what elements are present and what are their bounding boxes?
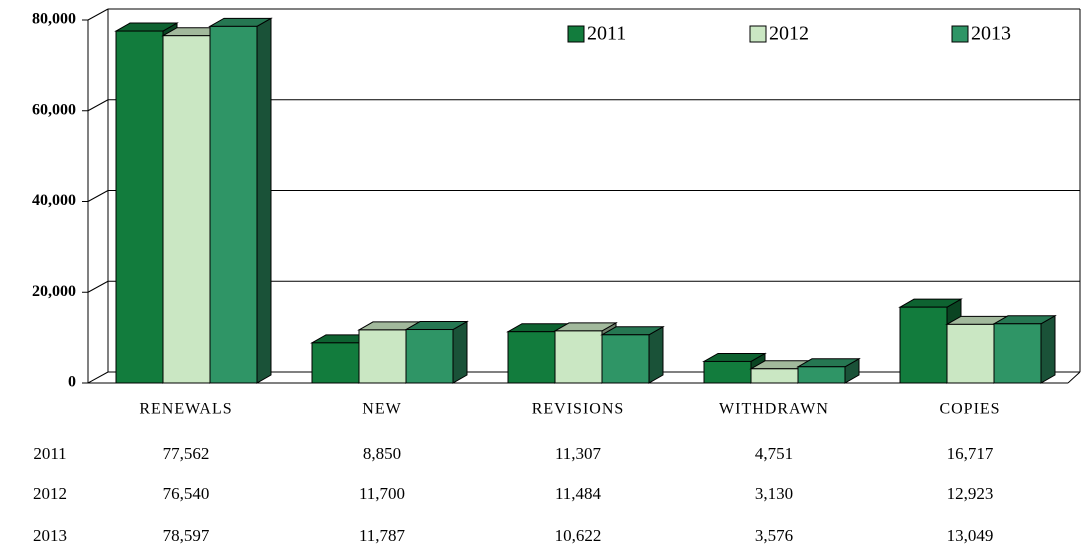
- legend-swatch: [567, 25, 585, 43]
- legend-swatch: [951, 25, 969, 43]
- y-tick-label: 80,000: [32, 11, 76, 28]
- bar: [311, 342, 360, 384]
- table-cell: 11,307: [555, 444, 602, 463]
- bar: [750, 368, 799, 384]
- legend-label: 2012: [769, 23, 809, 45]
- legend-label: 2011: [587, 23, 626, 45]
- x-tick-label: RENEWALS: [139, 401, 232, 418]
- grid-line-side: [87, 190, 109, 202]
- y-tick-label: 40,000: [32, 192, 76, 209]
- y-tick-label: 60,000: [32, 101, 76, 118]
- x-tick-label: WITHDRAWN: [719, 401, 829, 418]
- table-cell: 3,576: [755, 526, 793, 545]
- table-cell: 13,049: [947, 526, 994, 545]
- bar: [703, 360, 752, 384]
- table-row-label: 2012: [33, 484, 67, 503]
- x-tick-label: NEW: [362, 401, 401, 418]
- x-tick-label: REVISIONS: [532, 401, 625, 418]
- bar-side: [452, 320, 468, 384]
- table-cell: 11,787: [359, 526, 406, 545]
- bar-side: [1040, 314, 1056, 384]
- bar: [507, 331, 556, 384]
- bar: [899, 306, 948, 384]
- bar: [358, 329, 407, 384]
- grid-line-side: [87, 280, 109, 293]
- bar: [115, 30, 164, 384]
- y-tick-label: 20,000: [32, 283, 76, 300]
- table-cell: 11,700: [359, 484, 405, 503]
- table-cell: 77,562: [163, 444, 210, 463]
- bar: [993, 323, 1042, 384]
- bar: [797, 366, 846, 384]
- table-cell: 78,597: [163, 526, 210, 545]
- table-cell: 16,717: [947, 444, 994, 463]
- bar: [162, 35, 211, 384]
- table-cell: 10,622: [555, 526, 602, 545]
- bar: [946, 323, 995, 384]
- x-tick-label: COPIES: [939, 401, 1000, 418]
- bar: [405, 329, 454, 384]
- table-row-label: 2011: [33, 444, 66, 463]
- y-tick-label: 0: [68, 374, 76, 391]
- legend-label: 2013: [971, 23, 1011, 45]
- legend-swatch: [749, 25, 767, 43]
- table-cell: 11,484: [555, 484, 602, 503]
- bar-side: [648, 325, 664, 384]
- floor-right: [1067, 371, 1081, 384]
- grid-line-side: [87, 371, 109, 384]
- table-cell: 4,751: [755, 444, 793, 463]
- table-cell: 76,540: [163, 484, 210, 503]
- table-row-label: 2013: [33, 526, 67, 545]
- bar-side: [256, 17, 272, 384]
- table-cell: 3,130: [755, 484, 793, 503]
- bar: [601, 334, 650, 384]
- grid-line-side: [87, 99, 109, 112]
- table-cell: 12,923: [947, 484, 994, 503]
- grid-line-side: [87, 8, 109, 21]
- bar: [554, 330, 603, 384]
- bar: [209, 25, 258, 384]
- table-cell: 8,850: [363, 444, 401, 463]
